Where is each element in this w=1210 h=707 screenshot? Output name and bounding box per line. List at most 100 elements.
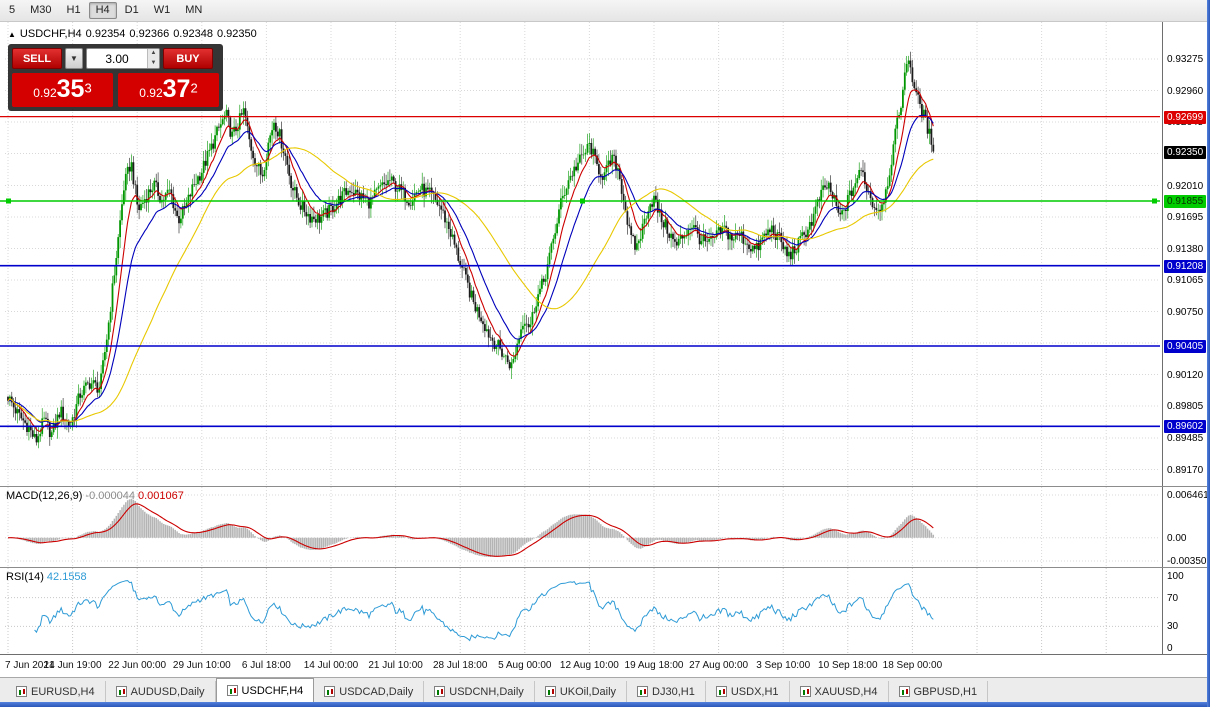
chart-icon xyxy=(115,686,127,697)
chart-marker-icon: ▲ xyxy=(8,30,16,39)
price-axis-label: 0.89485 xyxy=(1167,433,1204,444)
sell-price-sup: 3 xyxy=(84,80,92,96)
ohlc-close: 0.92350 xyxy=(216,28,257,40)
lot-decrease-button[interactable]: ▼ xyxy=(148,58,159,68)
chart-tab-gbpusd-h1[interactable]: GBPUSD,H1 xyxy=(889,681,989,702)
line-selection-handle[interactable] xyxy=(1152,198,1157,204)
hline-price-label: 0.92699 xyxy=(1164,110,1207,124)
time-axis-label: 10 Sep 18:00 xyxy=(818,660,878,671)
buy-price-big: 37 xyxy=(162,75,191,103)
timeframe-button-mn[interactable]: MN xyxy=(185,4,203,16)
tab-label: XAUUSD,H4 xyxy=(814,685,878,698)
price-axis-label: 0.91380 xyxy=(1167,243,1204,255)
rsi-value: 42.1558 xyxy=(46,571,87,583)
price-axis-label: 0.89805 xyxy=(1167,401,1204,412)
lot-spinner: ▲ ▼ xyxy=(147,49,159,68)
hline-price-label: 0.91855 xyxy=(1164,195,1207,208)
hline-price-label: 0.91208 xyxy=(1164,259,1207,273)
chart-icon xyxy=(226,685,238,696)
chart-tab-usdcnh-daily[interactable]: USDCNH,Daily xyxy=(424,681,535,702)
chart-tab-usdchf-h4[interactable]: USDCHF,H4 xyxy=(215,678,315,702)
macd-signal-line xyxy=(7,503,934,557)
rsi-axis-label: 70 xyxy=(1167,592,1179,604)
tab-label: USDCAD,Daily xyxy=(339,685,414,698)
timeframe-toolbar: 5 M30 H1 H4 D1 W1 MN xyxy=(0,0,1210,22)
lot-size-field: ▲ ▼ xyxy=(86,48,160,69)
grid xyxy=(5,568,1160,654)
price-axis-label: 0.92960 xyxy=(1167,85,1204,97)
tab-label: GBPUSD,H1 xyxy=(913,685,978,698)
hline-price-label: 0.90405 xyxy=(1164,340,1207,353)
chart-tab-usdcad-daily[interactable]: USDCAD,Daily xyxy=(314,681,425,702)
chart-tab-eurusd-h4[interactable]: EURUSD,H4 xyxy=(6,681,106,702)
timeframe-button-h4[interactable]: H4 xyxy=(88,2,117,19)
lot-increase-button[interactable]: ▲ xyxy=(148,49,159,59)
moving-average-line xyxy=(7,147,934,423)
rsi-axis-label: 30 xyxy=(1167,621,1179,633)
buy-button[interactable]: BUY xyxy=(163,48,213,69)
macd-pane[interactable] xyxy=(0,487,1162,567)
chart-tab-audusd-daily[interactable]: AUDUSD,Daily xyxy=(106,681,216,702)
line-selection-handle[interactable] xyxy=(6,198,11,204)
timeframe-button-m30[interactable]: M30 xyxy=(30,4,52,16)
rsi-line xyxy=(34,580,934,642)
timeframe-button-d1[interactable]: D1 xyxy=(124,4,139,16)
price-axis-label: 0.93275 xyxy=(1167,54,1204,65)
sell-price-button[interactable]: 0.92353 xyxy=(12,73,113,107)
pane-splitter[interactable] xyxy=(0,486,1210,487)
price-axis-label: 0.91065 xyxy=(1167,275,1204,286)
buy-price-button[interactable]: 0.92372 xyxy=(118,73,219,107)
time-axis-label: 18 Sep 00:00 xyxy=(882,660,943,671)
chart-tab-usdx-h1[interactable]: USDX,H1 xyxy=(706,681,790,702)
tab-label: USDX,H1 xyxy=(730,685,779,698)
tab-label: AUDUSD,Daily xyxy=(130,685,205,698)
ohlc-open: 0.92354 xyxy=(85,28,126,40)
time-axis-label: 22 Jun 00:00 xyxy=(108,660,167,671)
tab-label: EURUSD,H4 xyxy=(31,685,95,698)
sell-price-prefix: 0.92 xyxy=(33,86,57,100)
rsi-indicator-label: RSI(14) 42.1558 xyxy=(6,571,87,583)
price-axis-label: 0.90750 xyxy=(1167,306,1204,318)
time-axis-label: 7 Jun 2021 xyxy=(5,660,55,671)
window-border xyxy=(1207,0,1210,707)
macd-main-value: -0.000044 xyxy=(85,490,135,502)
price-axis-label: 0.91695 xyxy=(1167,212,1204,223)
tab-label: DJ30,H1 xyxy=(652,685,695,698)
lot-size-input[interactable] xyxy=(87,49,147,68)
macd-histogram xyxy=(9,498,935,557)
ohlc-high: 0.92366 xyxy=(129,28,170,40)
macd-indicator-label: MACD(12,26,9) -0.000044 0.001067 xyxy=(6,490,184,502)
sell-button[interactable]: SELL xyxy=(12,48,62,69)
chart-tab-xauusd-h4[interactable]: XAUUSD,H4 xyxy=(790,681,889,702)
chart-tab-dj30-h1[interactable]: DJ30,H1 xyxy=(627,681,706,702)
chart-icon xyxy=(898,686,910,697)
time-axis[interactable]: 7 Jun 2021 14 Jun 19:00 22 Jun 00:00 29 Jun… xyxy=(0,654,1210,677)
timeframe-button-h1[interactable]: H1 xyxy=(66,4,81,16)
current-price-label: 0.92350 xyxy=(1164,145,1207,159)
grid xyxy=(5,22,1160,486)
chart-icon xyxy=(434,686,446,697)
line-selection-handle[interactable] xyxy=(580,198,585,204)
candle-bodies-up xyxy=(9,60,931,443)
time-axis-label: 21 Jul 10:00 xyxy=(368,660,423,671)
lot-dropdown-button[interactable]: ▼ xyxy=(65,48,83,69)
time-axis-label: 3 Sep 10:00 xyxy=(756,660,811,671)
status-bar xyxy=(0,702,1210,707)
pane-splitter[interactable] xyxy=(0,567,1210,568)
price-axis[interactable]: 0.932750.929600.926450.920100.916950.913… xyxy=(1162,22,1210,654)
chart-symbol-period: USDCHF,H4 xyxy=(19,28,82,40)
buy-price-prefix: 0.92 xyxy=(139,86,163,100)
hline-price-label: 0.89602 xyxy=(1164,420,1207,434)
chart-icon xyxy=(715,686,727,697)
macd-axis-label: -0.003507 xyxy=(1167,556,1210,567)
chart-icon xyxy=(799,686,811,697)
timeframe-button-5[interactable]: 5 xyxy=(9,4,16,16)
ohlc-low: 0.92348 xyxy=(173,28,213,40)
rsi-pane[interactable] xyxy=(0,568,1162,654)
macd-name: MACD(12,26,9) xyxy=(6,490,83,502)
timeframe-button-w1[interactable]: W1 xyxy=(153,4,171,16)
chart-tab-ukoil-daily[interactable]: UKOil,Daily xyxy=(535,681,628,702)
sell-price-big: 35 xyxy=(56,75,85,103)
candle-bodies-down xyxy=(7,60,935,443)
chart-icon xyxy=(324,686,336,697)
